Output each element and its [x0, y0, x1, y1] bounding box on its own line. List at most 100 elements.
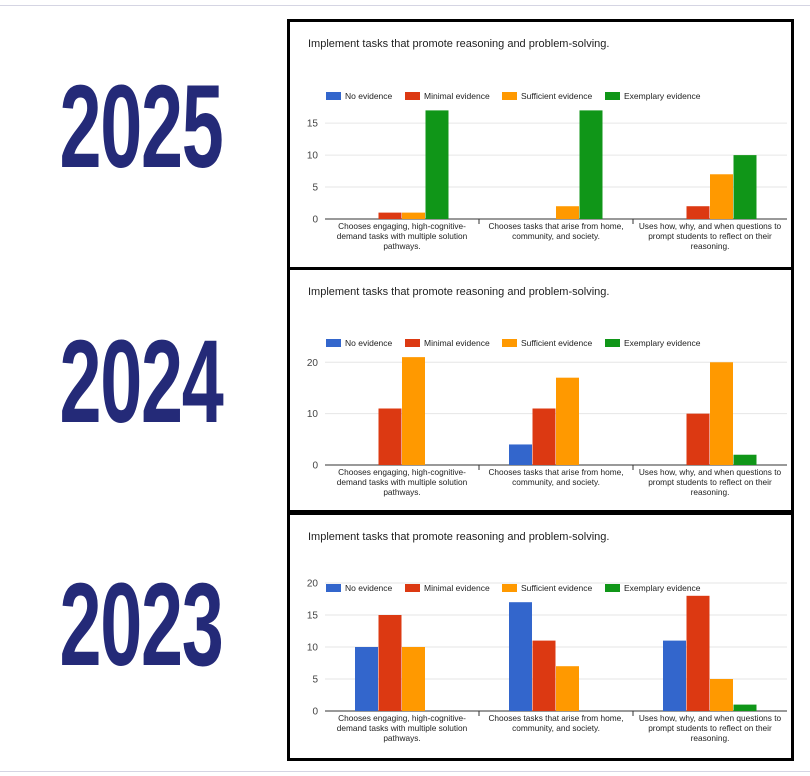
category-label: demand tasks with multiple solution	[337, 231, 468, 241]
category-label: prompt students to reflect on their	[648, 231, 772, 241]
year-label-2023: 2023	[59, 559, 224, 691]
category-label: Chooses engaging, high-cognitive-	[338, 713, 466, 723]
y-tick-label: 15	[307, 611, 319, 622]
bar-chart-2025: Implement tasks that promote reasoning a…	[307, 38, 787, 251]
category-label: demand tasks with multiple solution	[337, 723, 468, 733]
legend-swatch	[605, 584, 620, 592]
y-tick-label: 10	[307, 643, 319, 654]
y-tick-label: 15	[307, 119, 319, 130]
y-tick-label: 20	[307, 579, 319, 590]
legend-swatch	[502, 92, 517, 100]
bar	[686, 206, 710, 219]
bar	[686, 595, 710, 711]
legend-label: Exemplary evidence	[624, 91, 701, 101]
bar	[402, 357, 425, 465]
category-label: community, and society.	[512, 723, 600, 733]
bar	[509, 444, 532, 465]
legend-swatch	[405, 92, 420, 100]
legend-swatch	[502, 339, 517, 347]
legend-swatch	[502, 584, 517, 592]
bar	[402, 647, 425, 711]
chart-title: Implement tasks that promote reasoning a…	[308, 38, 609, 50]
y-tick-label: 20	[307, 358, 319, 369]
legend-swatch	[405, 584, 420, 592]
bar	[532, 640, 556, 711]
legend-label: Sufficient evidence	[521, 583, 592, 593]
legend-label: Exemplary evidence	[624, 338, 701, 348]
bar	[556, 666, 579, 711]
legend-label: No evidence	[345, 91, 393, 101]
legend-swatch	[326, 584, 341, 592]
category-label: pathways.	[383, 241, 420, 251]
legend-label: Sufficient evidence	[521, 338, 592, 348]
chart-title: Implement tasks that promote reasoning a…	[308, 531, 609, 543]
bar	[532, 408, 556, 465]
y-tick-label: 0	[312, 461, 318, 472]
bar	[733, 155, 757, 219]
bar	[710, 362, 733, 465]
year-label-2024: 2024	[59, 316, 224, 448]
bar	[710, 174, 733, 219]
bar	[378, 615, 402, 711]
chart-panel-2023: Implement tasks that promote reasoning a…	[287, 512, 794, 761]
category-label: Chooses engaging, high-cognitive-	[338, 467, 466, 477]
bar-chart-2023: Implement tasks that promote reasoning a…	[307, 531, 787, 743]
y-tick-label: 0	[312, 707, 318, 718]
legend-swatch	[326, 92, 341, 100]
bar	[378, 212, 402, 219]
legend-label: No evidence	[345, 583, 393, 593]
top-divider	[0, 5, 810, 6]
bar	[663, 640, 686, 711]
legend-label: Sufficient evidence	[521, 91, 592, 101]
category-label: Uses how, why, and when questions to	[639, 713, 782, 723]
y-tick-label: 0	[312, 215, 318, 226]
legend-label: Exemplary evidence	[624, 583, 701, 593]
category-label: prompt students to reflect on their	[648, 723, 772, 733]
chart-panel-2024: Implement tasks that promote reasoning a…	[287, 267, 794, 513]
legend-label: Minimal evidence	[424, 338, 490, 348]
year-label-2025: 2025	[59, 61, 224, 193]
chart-title: Implement tasks that promote reasoning a…	[308, 286, 609, 298]
category-label: community, and society.	[512, 231, 600, 241]
bar	[556, 377, 579, 465]
category-label: prompt students to reflect on their	[648, 477, 772, 487]
category-label: Uses how, why, and when questions to	[639, 221, 782, 231]
category-label: Chooses tasks that arise from home,	[488, 713, 623, 723]
legend-label: Minimal evidence	[424, 91, 490, 101]
category-label: pathways.	[383, 487, 420, 497]
bar	[378, 408, 402, 465]
category-label: reasoning.	[691, 241, 730, 251]
y-tick-label: 5	[312, 675, 318, 686]
bar	[579, 110, 603, 219]
bar	[509, 602, 532, 711]
category-label: community, and society.	[512, 477, 600, 487]
category-label: Chooses tasks that arise from home,	[488, 467, 623, 477]
category-label: pathways.	[383, 733, 420, 743]
legend-label: Minimal evidence	[424, 583, 490, 593]
category-label: reasoning.	[691, 487, 730, 497]
category-label: reasoning.	[691, 733, 730, 743]
bottom-divider	[0, 771, 810, 772]
category-label: demand tasks with multiple solution	[337, 477, 468, 487]
bar	[710, 679, 733, 711]
legend-swatch	[605, 339, 620, 347]
bar	[556, 206, 579, 219]
category-label: Uses how, why, and when questions to	[639, 467, 782, 477]
y-tick-label: 5	[312, 183, 318, 194]
y-tick-label: 10	[307, 409, 319, 420]
bar-chart-2024: Implement tasks that promote reasoning a…	[307, 286, 787, 497]
legend-swatch	[605, 92, 620, 100]
legend-swatch	[405, 339, 420, 347]
category-label: Chooses engaging, high-cognitive-	[338, 221, 466, 231]
legend-swatch	[326, 339, 341, 347]
chart-panel-2025: Implement tasks that promote reasoning a…	[287, 19, 794, 270]
bar	[733, 454, 757, 465]
bar	[402, 212, 425, 219]
bar	[425, 110, 449, 219]
legend-label: No evidence	[345, 338, 393, 348]
category-label: Chooses tasks that arise from home,	[488, 221, 623, 231]
bar	[686, 413, 710, 465]
bar	[733, 704, 757, 711]
y-tick-label: 10	[307, 151, 319, 162]
bar	[355, 647, 378, 711]
